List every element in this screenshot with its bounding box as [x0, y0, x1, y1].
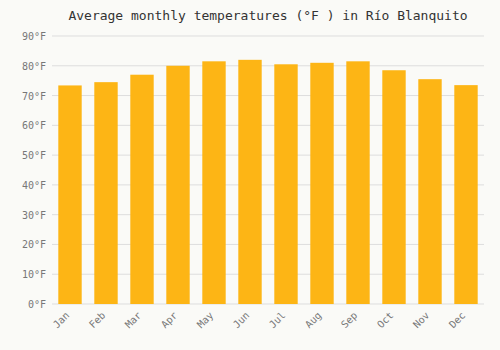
bar: [418, 79, 441, 304]
x-tick-label: Feb: [87, 310, 108, 331]
x-tick-label: Apr: [159, 310, 180, 331]
bar: [310, 63, 333, 304]
y-tick-label: 30°F: [22, 210, 46, 221]
y-tick-label: 70°F: [22, 91, 46, 102]
x-axis: Jan Feb Mar Apr May Jun Jul Aug Sep Oct Nov Dec: [51, 310, 468, 331]
grid-line: [52, 65, 484, 66]
x-tick-label: Sep: [339, 310, 360, 331]
y-tick-label: 90°F: [22, 31, 46, 42]
bar: [166, 66, 189, 304]
x-tick-label: Jan: [51, 310, 72, 331]
grid-line: [52, 36, 484, 37]
bar: [58, 85, 81, 304]
x-tick-label: Oct: [375, 310, 396, 331]
x-tick-label: Jul: [267, 310, 288, 331]
bar: [202, 61, 225, 304]
bar: [238, 60, 261, 304]
y-tick-label: 0°F: [28, 299, 46, 310]
chart-container: Average monthly temperatures (°F ) in Rí…: [0, 0, 500, 350]
bar: [346, 61, 369, 304]
background: [0, 0, 500, 350]
y-tick-label: 50°F: [22, 150, 46, 161]
x-tick-label: Dec: [447, 310, 468, 331]
x-tick-label: Mar: [123, 310, 144, 331]
x-tick-label: Nov: [411, 310, 432, 331]
y-tick-label: 20°F: [22, 239, 46, 250]
y-tick-label: 80°F: [22, 61, 46, 72]
x-tick-label: May: [195, 310, 216, 331]
bars: [58, 60, 477, 304]
bar: [382, 70, 405, 304]
x-tick-label: Jun: [231, 310, 252, 331]
title: Average monthly temperatures (°F ) in Rí…: [68, 8, 467, 23]
y-tick-label: 60°F: [22, 120, 46, 131]
bar: [274, 64, 297, 304]
x-tick-label: Aug: [303, 310, 324, 331]
bar: [454, 85, 477, 304]
bar: [94, 82, 117, 304]
chart: Average monthly temperatures (°F ) in Rí…: [0, 0, 500, 350]
y-tick-label: 10°F: [22, 269, 46, 280]
y-tick-label: 40°F: [22, 180, 46, 191]
bar: [130, 75, 153, 304]
y-axis: 0°F 10°F 20°F 30°F 40°F 50°F 60°F 70°F 80°F 90°F: [22, 31, 484, 310]
